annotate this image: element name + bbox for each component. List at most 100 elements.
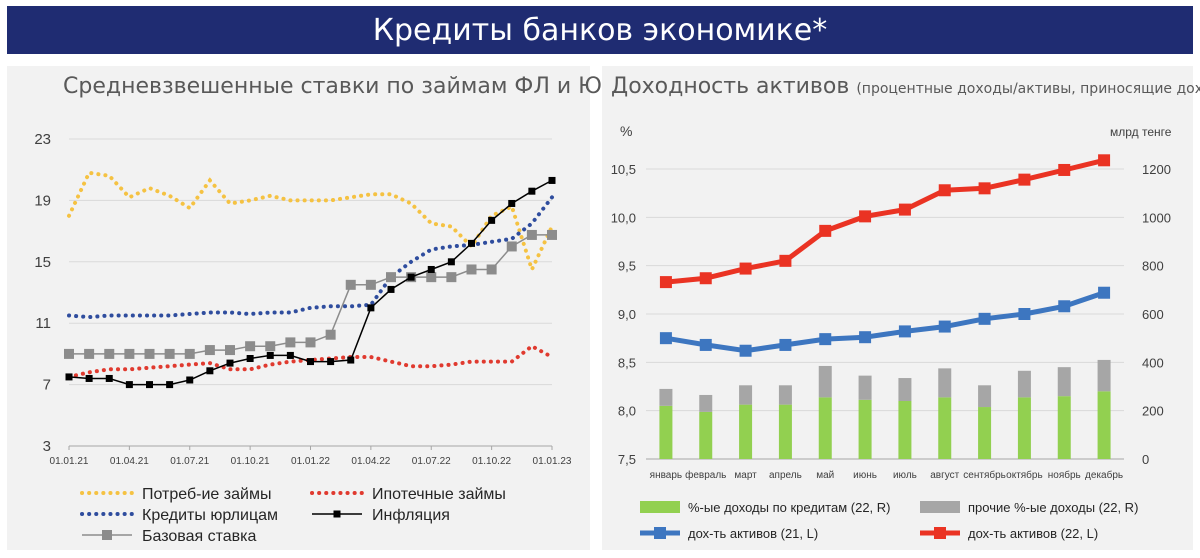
x-tick-label: 01.01.23 xyxy=(533,456,572,467)
yield-point xyxy=(699,338,712,351)
data-point xyxy=(548,176,556,184)
category-label: октябрь xyxy=(1006,469,1043,481)
data-point xyxy=(446,272,457,283)
data-point xyxy=(305,337,316,348)
left-axis-label: % xyxy=(620,123,632,139)
data-point xyxy=(447,258,455,266)
header-banner: Кредиты банков экономике* xyxy=(7,6,1193,54)
data-point xyxy=(184,348,195,359)
data-point xyxy=(144,348,155,359)
bar-loan-income xyxy=(818,397,832,459)
legend-swatch xyxy=(920,501,960,513)
data-point xyxy=(84,348,95,359)
data-point xyxy=(285,337,296,348)
legend-label: Базовая ставка xyxy=(142,528,257,545)
x-tick-label: 01.10.21 xyxy=(231,456,270,467)
yield-line-0 xyxy=(665,290,1105,354)
yield-point xyxy=(898,325,911,338)
data-point xyxy=(386,272,396,283)
bar-other-income xyxy=(978,385,992,408)
data-point xyxy=(266,351,274,359)
data-point xyxy=(166,381,174,389)
yield-point xyxy=(779,338,792,351)
data-point xyxy=(508,199,516,207)
legend-label: дох-ть активов (22, L) xyxy=(968,526,1098,541)
legend-marker xyxy=(102,530,112,540)
legend-marker xyxy=(333,510,341,518)
right-tick-label: 0 xyxy=(1142,452,1149,467)
yield-title-main: Доходность активов xyxy=(611,74,850,99)
bar-other-income xyxy=(1017,370,1031,398)
series-line-4 xyxy=(69,234,552,355)
yield-point xyxy=(1058,300,1071,313)
data-point xyxy=(286,351,294,359)
yield-title-sub: (процентные доходы/активы, приносящие до… xyxy=(856,81,1200,97)
x-tick-label: 01.10.22 xyxy=(472,456,511,467)
right-tick-label: 600 xyxy=(1142,307,1164,322)
yield-point xyxy=(819,333,832,346)
data-point xyxy=(124,348,135,359)
data-point xyxy=(468,239,475,247)
data-point xyxy=(488,216,496,224)
category-label: июнь xyxy=(853,470,877,481)
category-label: февраль xyxy=(685,469,726,481)
right-tick-label: 1000 xyxy=(1142,210,1171,225)
category-label: май xyxy=(816,470,834,481)
data-point xyxy=(486,264,497,275)
data-point xyxy=(547,229,557,240)
bar-loan-income xyxy=(898,401,912,459)
legend-label: Потреб-ие займы xyxy=(142,486,271,503)
yield-point xyxy=(1018,308,1031,320)
data-point xyxy=(246,355,254,363)
right-tick-label: 200 xyxy=(1142,404,1164,419)
category-label: март xyxy=(734,470,757,481)
rates-chart-title: Средневзвешенные ставки по займам ФЛ и Ю… xyxy=(63,74,619,99)
yield-point xyxy=(978,312,991,325)
legend-marker xyxy=(934,527,946,539)
left-tick-label: 9,0 xyxy=(618,307,636,322)
yield-point xyxy=(739,262,752,275)
data-point xyxy=(307,358,314,366)
data-point xyxy=(226,359,234,367)
yield-point xyxy=(859,210,872,223)
yield-point xyxy=(659,332,672,345)
x-tick-label: 01.04.22 xyxy=(351,456,390,467)
bar-loan-income xyxy=(1097,391,1111,459)
data-point xyxy=(426,272,437,283)
bar-other-income xyxy=(858,375,872,400)
bar-loan-income xyxy=(938,397,952,459)
data-point xyxy=(225,345,235,356)
bar-loan-income xyxy=(659,405,673,459)
category-label: сентябрь xyxy=(963,469,1006,481)
yield-point xyxy=(898,203,911,216)
data-point xyxy=(265,341,276,352)
category-label: июль xyxy=(893,470,917,481)
data-point xyxy=(64,348,74,359)
data-point xyxy=(466,264,477,275)
right-tick-label: 400 xyxy=(1142,355,1164,370)
bar-other-income xyxy=(938,368,952,398)
yield-point xyxy=(1058,163,1071,176)
bar-loan-income xyxy=(778,404,792,459)
yield-point xyxy=(1098,286,1111,299)
data-point xyxy=(528,187,536,195)
bar-other-income xyxy=(898,378,912,401)
rates-chart: 3 7 11 15 19 23 01.01.21 01.04.21 01.07.21 01.10.… xyxy=(34,131,572,545)
data-point xyxy=(186,376,194,384)
yield-point xyxy=(1018,173,1031,186)
data-point xyxy=(367,304,375,312)
y-tick-label: 15 xyxy=(34,254,51,271)
bar-other-income xyxy=(1057,367,1071,397)
bar-loan-income xyxy=(1017,397,1031,459)
data-point xyxy=(427,265,435,273)
data-point xyxy=(506,241,517,252)
category-label: август xyxy=(930,470,959,481)
bar-loan-income xyxy=(978,407,992,459)
yield-chart: 7,5 8,0 8,5 9,0 9,5 10,0 10,5 0 200 400 600 800 1000… xyxy=(611,123,1172,541)
yield-panel: Доходность активов (процентные доходы/ак… xyxy=(602,66,1200,550)
yield-point xyxy=(819,224,832,237)
left-tick-label: 10,0 xyxy=(611,210,636,225)
legend-swatch xyxy=(640,501,680,513)
header-title: Кредиты банков экономике* xyxy=(372,12,828,48)
data-point xyxy=(347,356,355,364)
